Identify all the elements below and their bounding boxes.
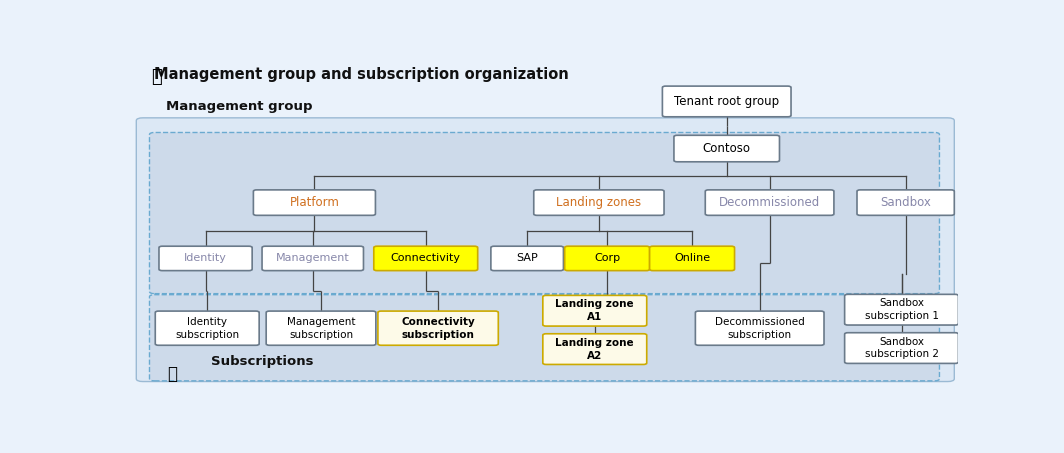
FancyBboxPatch shape (266, 311, 376, 345)
FancyBboxPatch shape (650, 246, 734, 270)
FancyBboxPatch shape (378, 311, 498, 345)
FancyBboxPatch shape (253, 190, 376, 215)
Text: Decommissioned: Decommissioned (719, 196, 820, 209)
Text: Tenant root group: Tenant root group (675, 95, 779, 108)
Text: Management
subscription: Management subscription (287, 317, 355, 340)
Text: Connectivity: Connectivity (390, 253, 461, 263)
FancyBboxPatch shape (845, 333, 959, 363)
FancyBboxPatch shape (845, 294, 959, 325)
Text: Management group: Management group (166, 100, 313, 113)
FancyBboxPatch shape (543, 295, 647, 326)
Text: Management group and subscription organization: Management group and subscription organi… (153, 67, 568, 82)
Text: Landing zones: Landing zones (556, 196, 642, 209)
FancyBboxPatch shape (534, 190, 664, 215)
Text: Platform: Platform (289, 196, 339, 209)
Text: Corp: Corp (594, 253, 620, 263)
FancyBboxPatch shape (857, 190, 954, 215)
FancyBboxPatch shape (565, 246, 650, 270)
Text: SAP: SAP (516, 253, 538, 263)
FancyBboxPatch shape (149, 295, 940, 381)
FancyBboxPatch shape (705, 190, 834, 215)
Text: Subscriptions: Subscriptions (212, 355, 314, 368)
Text: Sandbox
subscription 2: Sandbox subscription 2 (865, 337, 938, 360)
FancyBboxPatch shape (543, 334, 647, 365)
FancyBboxPatch shape (159, 246, 252, 270)
Text: Landing zone
A2: Landing zone A2 (555, 337, 634, 361)
FancyBboxPatch shape (262, 246, 364, 270)
Text: Connectivity
subscription: Connectivity subscription (401, 317, 475, 340)
Text: Management: Management (276, 253, 350, 263)
Text: Landing zone
A1: Landing zone A1 (555, 299, 634, 322)
Text: Sandbox: Sandbox (880, 196, 931, 209)
Text: Contoso: Contoso (702, 142, 751, 155)
FancyBboxPatch shape (136, 118, 954, 381)
Text: Decommissioned
subscription: Decommissioned subscription (715, 317, 804, 340)
FancyBboxPatch shape (696, 311, 824, 345)
Text: Identity: Identity (184, 253, 227, 263)
FancyBboxPatch shape (373, 246, 478, 270)
FancyBboxPatch shape (674, 135, 780, 162)
Text: 👥: 👥 (151, 68, 162, 87)
Text: Online: Online (674, 253, 710, 263)
FancyBboxPatch shape (149, 132, 940, 294)
FancyBboxPatch shape (663, 86, 791, 117)
Text: Sandbox
subscription 1: Sandbox subscription 1 (865, 298, 938, 321)
Text: Identity
subscription: Identity subscription (176, 317, 239, 340)
FancyBboxPatch shape (491, 246, 564, 270)
FancyBboxPatch shape (155, 311, 260, 345)
Text: 🔑: 🔑 (168, 365, 178, 383)
